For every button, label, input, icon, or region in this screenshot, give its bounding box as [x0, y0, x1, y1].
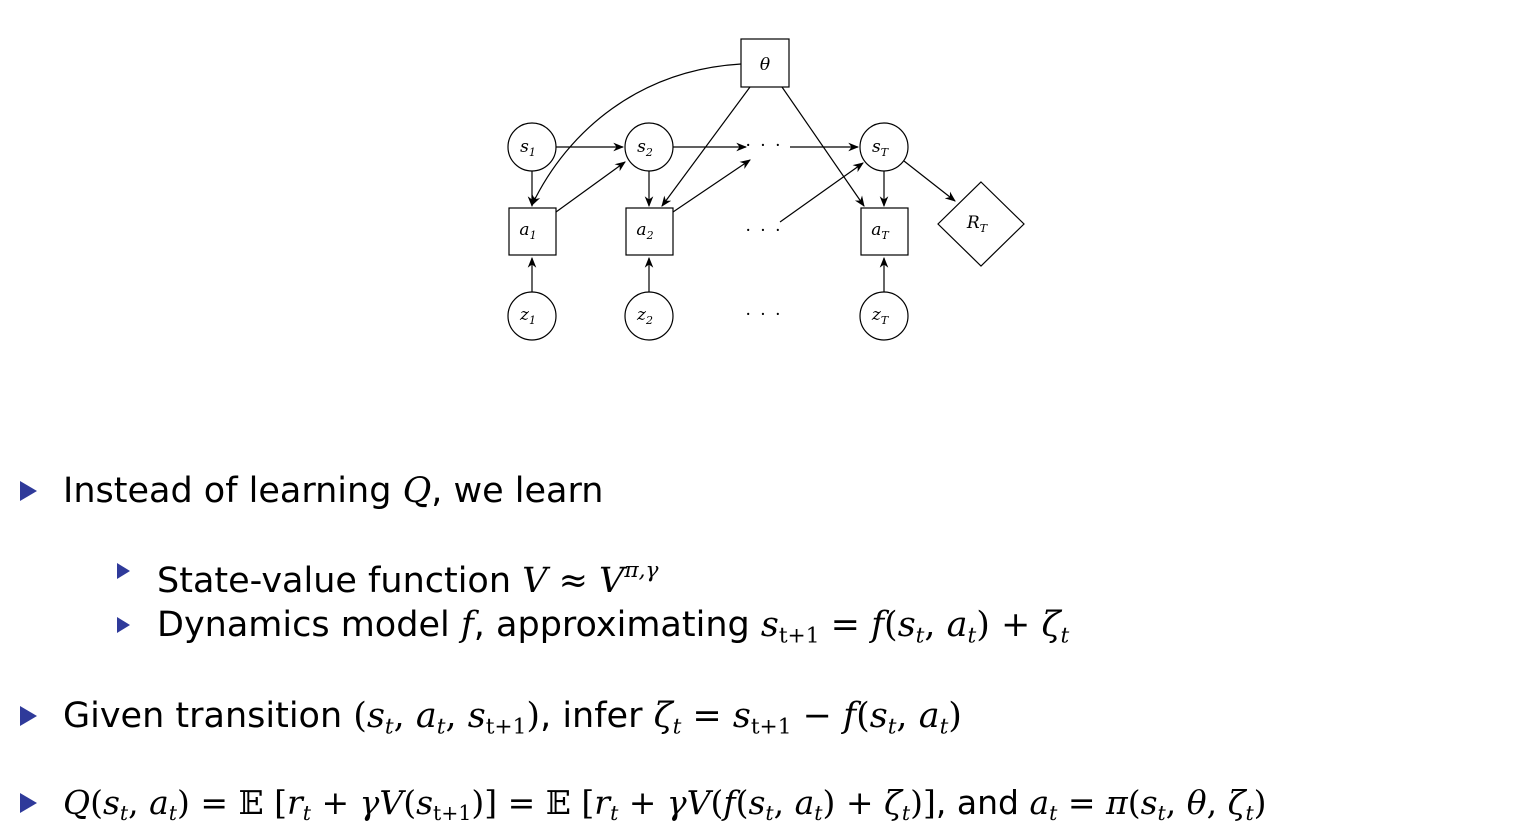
aT-node [860, 207, 909, 256]
bullet-1: Instead of learning Q, we learn [63, 471, 604, 511]
a1-node [508, 207, 557, 256]
a1-label: a1 [519, 220, 536, 242]
ellipsis-top: · · · [745, 136, 782, 156]
zT-label: zT [871, 305, 890, 327]
bullet-marker-1 [20, 481, 37, 501]
sT-label: sT [872, 137, 890, 159]
graphical-model-diagram: θ s1 s2 sT a1 a2 aT z1 z2 zT RT · · · · … [507, 38, 1025, 341]
bullet-4: Q(st, at) = 𝔼 [rt + γV(st+1)] = 𝔼 [rt + … [63, 783, 1267, 826]
ellipsis-middle: · · · [745, 221, 782, 241]
edges [527, 63, 956, 292]
bullet-marker-4 [20, 793, 37, 813]
s2-label: s2 [637, 137, 653, 159]
theta-node [740, 38, 790, 88]
subbullet-2: Dynamics model f, approximating st+1 = f… [157, 605, 1070, 649]
z2-label: z2 [636, 305, 653, 327]
bullet-marker-3 [20, 706, 37, 726]
bullet-3: Given transition (st, at, st+1), infer ζ… [63, 696, 962, 740]
subbullet-1: State-value function V ≈ Vπ,γ [157, 558, 659, 602]
z1-label: z1 [519, 305, 536, 327]
RT-node [937, 181, 1025, 267]
a2-node [625, 207, 674, 256]
RT-label: RT [966, 213, 989, 235]
subbullet-marker-1 [117, 563, 130, 579]
theta-label: θ [760, 55, 770, 75]
subbullet-marker-2 [117, 617, 130, 633]
aT-label: aT [871, 220, 890, 242]
ellipsis-bottom: · · · [745, 305, 782, 325]
a2-label: a2 [636, 220, 653, 242]
s1-label: s1 [520, 137, 536, 159]
